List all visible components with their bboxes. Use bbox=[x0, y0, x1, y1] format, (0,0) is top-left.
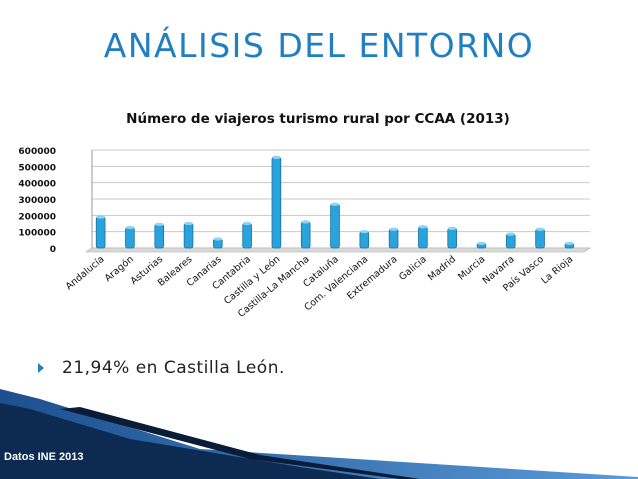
bar bbox=[359, 231, 370, 249]
bar bbox=[330, 203, 340, 249]
bar bbox=[447, 227, 457, 249]
bar-cap bbox=[184, 221, 193, 226]
x-tick-label: Madrid bbox=[426, 254, 458, 283]
bar bbox=[154, 223, 165, 249]
bar bbox=[242, 223, 252, 249]
bar-cap bbox=[330, 202, 340, 206]
y-tick-labels: 0 100000 200000 300000 400000 500000 600000 bbox=[18, 147, 56, 255]
bar bbox=[125, 227, 135, 249]
bar-cap bbox=[389, 227, 398, 231]
y-tick-label: 300000 bbox=[18, 196, 56, 206]
bar bbox=[535, 228, 545, 249]
bar-cap bbox=[506, 232, 516, 236]
y-tick-label: 100000 bbox=[18, 229, 56, 239]
bar-cap bbox=[154, 222, 164, 226]
y-tick-label: 0 bbox=[50, 245, 56, 255]
bar-chart: Número de viajeros turismo rural por CCA… bbox=[18, 111, 591, 320]
slide-title: ANÁLISIS DEL ENTORNO bbox=[103, 26, 535, 65]
swoosh-dark bbox=[0, 403, 380, 479]
y-tick-label: 600000 bbox=[18, 147, 56, 157]
footer-swoosh bbox=[0, 389, 638, 479]
bar bbox=[418, 226, 428, 249]
x-tick-label: La Rioja bbox=[539, 254, 575, 287]
bullet-item: 21,94% en Castilla León. bbox=[38, 358, 285, 378]
bar-cap bbox=[447, 226, 457, 230]
x-tick-labels: AndalucíaAragónAsturiasBalearesCanariasC… bbox=[64, 254, 576, 320]
bar-cap bbox=[272, 155, 281, 159]
chart-title: Número de viajeros turismo rural por CCA… bbox=[126, 111, 510, 127]
bars bbox=[95, 155, 575, 249]
x-tick-label: Andalucía bbox=[64, 254, 107, 292]
x-axis-floor bbox=[85, 247, 591, 253]
bullet-text: 21,94% en Castilla León. bbox=[62, 358, 285, 378]
bar-cap bbox=[213, 237, 223, 241]
bar-cap bbox=[96, 215, 106, 219]
bar bbox=[95, 216, 106, 249]
y-tick-label: 500000 bbox=[18, 163, 56, 173]
y-tick-label: 200000 bbox=[18, 212, 56, 222]
bar bbox=[183, 223, 194, 249]
swoosh-stripe bbox=[60, 407, 420, 479]
bar bbox=[300, 221, 311, 249]
bar-cap bbox=[477, 241, 486, 246]
bar-cap bbox=[125, 225, 135, 230]
bar bbox=[388, 228, 399, 249]
triangle-bullet-icon bbox=[38, 363, 44, 373]
source-label: Datos INE 2013 bbox=[4, 451, 84, 463]
gridlines bbox=[92, 149, 590, 249]
bar-cap bbox=[359, 230, 369, 234]
bar-cap bbox=[301, 220, 311, 224]
bar bbox=[271, 156, 282, 249]
bar-cap bbox=[535, 227, 545, 231]
bar-cap bbox=[242, 221, 252, 226]
bar-cap bbox=[418, 225, 428, 229]
x-tick-label: Galicia bbox=[397, 254, 429, 283]
y-tick-label: 400000 bbox=[18, 180, 56, 190]
bar-cap bbox=[564, 241, 574, 246]
bar bbox=[505, 233, 516, 249]
